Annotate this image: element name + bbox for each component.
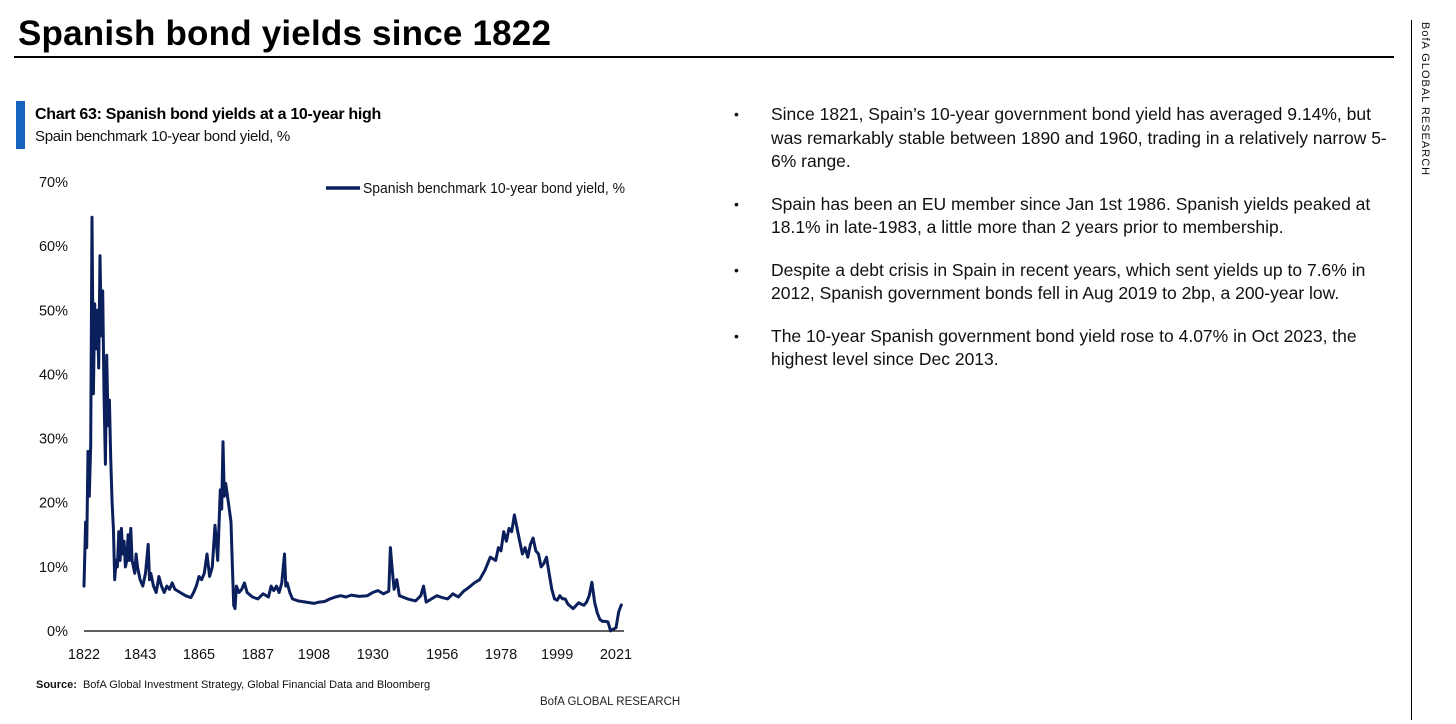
chart-subtitle: Spain benchmark 10-year bond yield, % [35,128,290,145]
bullet-dot-icon: • [734,327,739,344]
bullet-list: • Since 1821, Spain’s 10-year government … [734,103,1394,391]
y-tick-label: 0% [47,624,68,640]
bullet-dot-icon: • [734,195,739,212]
bullet-text: Despite a debt crisis in Spain in recent… [771,259,1366,304]
chart-title: Chart 63: Spanish bond yields at a 10-ye… [35,106,381,123]
bullet-item: • Despite a debt crisis in Spain in recen… [734,259,1394,306]
x-tick-label: 1999 [541,647,573,663]
y-tick-label: 30% [39,432,68,448]
bullet-item: • Since 1821, Spain’s 10-year government … [734,103,1394,174]
bullet-dot-icon: • [734,106,739,122]
x-tick-label: 1930 [357,647,389,663]
series-line-spanish-10y-yield [82,215,623,633]
x-tick-label: 1843 [124,647,156,663]
y-tick-label: 60% [39,239,68,255]
x-tick-label: 1908 [298,647,330,663]
chart-source: Source: BofA Global Investment Strategy, … [36,679,430,691]
y-tick-label: 20% [39,496,68,512]
side-divider [1411,20,1412,720]
bullet-text: Spain has been an EU member since Jan 1s… [771,193,1371,238]
source-label: Source: [36,679,77,691]
side-brand-label: BofA GLOBAL RESEARCH [1419,22,1431,177]
bullet-dot-icon: • [734,261,739,278]
bullet-text: Since 1821, Spain’s 10-year government b… [771,104,1387,171]
bullet-item: • The 10-year Spanish government bond yie… [734,325,1394,372]
y-tick-label: 40% [39,367,68,383]
x-tick-label: 2021 [600,647,632,663]
x-tick-label: 1887 [242,647,274,663]
x-tick-label: 1822 [68,647,100,663]
y-tick-label: 50% [39,303,68,319]
x-tick-label: 1865 [183,647,215,663]
x-tick-label: 1978 [485,647,517,663]
y-tick-label: 70% [39,175,68,191]
title-underline [14,56,1394,58]
footer-brand-label: BofA GLOBAL RESEARCH [540,696,681,708]
page-title: Spanish bond yields since 1822 [18,14,552,53]
bullet-item: • Spain has been an EU member since Jan 1… [734,193,1394,240]
y-tick-label: 10% [39,560,68,576]
legend-label: Spanish benchmark 10-year bond yield, % [363,181,625,197]
bond-yield-chart: 0% 10% 20% 30% 40% 50% 60% 70% 1822 1843 1865 1887 1… [39,175,632,663]
bullet-text: The 10-year Spanish government bond yiel… [771,325,1357,370]
x-tick-label: 1956 [426,647,458,663]
chart-accent-bar [16,101,25,149]
source-text: BofA Global Investment Strategy, Global … [82,679,431,691]
